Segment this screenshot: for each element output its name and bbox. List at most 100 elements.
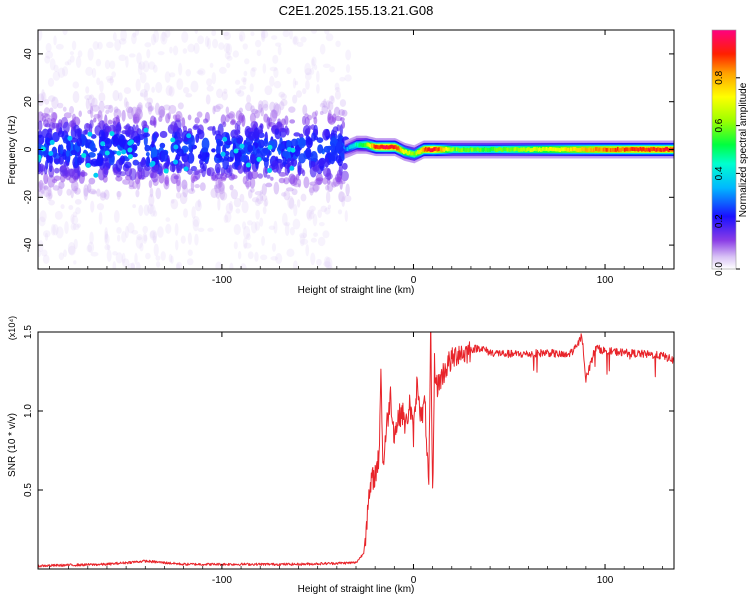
spectral-cell — [265, 182, 273, 188]
spectral-cell — [182, 48, 188, 54]
spectral-cell — [142, 60, 150, 73]
spectral-cell — [237, 251, 242, 260]
ridge-segment — [553, 147, 556, 152]
spectral-cell — [242, 77, 247, 86]
ridge-segment — [458, 148, 460, 153]
spectral-cell — [334, 87, 341, 92]
ridge-segment — [378, 145, 381, 150]
spectral-cell — [262, 206, 267, 215]
ridge-segment — [411, 151, 413, 156]
spectral-cell — [322, 230, 330, 239]
ridge-segment — [345, 147, 348, 151]
spectral-peak — [256, 156, 262, 162]
spectral-cell — [274, 128, 280, 135]
ridge-segment — [660, 148, 663, 153]
spectral-cell — [259, 189, 264, 202]
ridge-segment — [582, 147, 585, 152]
ridge-segment — [606, 147, 609, 152]
ridge-segment — [419, 149, 421, 154]
spectral-cell — [216, 88, 224, 99]
spectral-cell — [121, 258, 130, 268]
spectral-cell — [319, 110, 324, 116]
spectral-cell — [45, 189, 53, 201]
spectral-cell — [134, 252, 138, 265]
spectrogram-noise-cells — [38, 30, 352, 269]
ridge-segment — [654, 147, 657, 152]
spectral-cell — [45, 42, 52, 53]
ridge-segment — [472, 147, 474, 152]
ridge-segment — [477, 147, 480, 152]
spectral-cell — [278, 177, 286, 184]
ridge-segment — [530, 148, 533, 152]
spectral-cell — [47, 174, 56, 188]
spectral-cell — [52, 70, 61, 81]
spectral-cell — [89, 102, 93, 115]
y-tick-label: 1.5 — [23, 325, 34, 339]
ridge-segment — [624, 147, 627, 152]
spectral-cell — [248, 189, 253, 199]
spectral-cell — [109, 60, 116, 70]
spectral-cell — [136, 261, 141, 269]
ridge-segment — [516, 147, 519, 152]
spectral-cell — [186, 258, 194, 266]
spectral-cell — [272, 54, 279, 64]
spectral-cell — [218, 42, 225, 50]
spectral-cell — [83, 184, 89, 197]
spectral-cell — [203, 118, 209, 124]
ridge-segment — [366, 142, 368, 147]
ridge-segment — [658, 147, 660, 152]
spectral-peak — [81, 152, 87, 158]
spectral-cell — [128, 185, 135, 190]
spectral-cell — [269, 75, 275, 87]
spectral-cell — [215, 186, 221, 199]
spectral-cell — [74, 153, 78, 166]
spectral-cell — [147, 106, 154, 112]
ridge-segment — [377, 145, 380, 150]
spectral-cell — [218, 66, 227, 74]
ridge-segment — [622, 147, 625, 151]
ridge-segment — [356, 142, 358, 147]
spectral-cell — [41, 92, 47, 102]
spectral-cell — [205, 94, 211, 105]
ridge-segment — [593, 147, 596, 152]
ridge-segment — [498, 147, 501, 151]
ridge-segment — [350, 144, 352, 149]
spectral-cell — [87, 109, 92, 115]
spectral-cell — [42, 254, 50, 265]
spectral-cell — [282, 212, 288, 226]
ridge-segment — [397, 146, 400, 151]
ridge-segment — [451, 147, 454, 152]
spectral-cell — [90, 190, 98, 195]
spectral-cell — [137, 102, 143, 113]
spectral-cell — [138, 61, 146, 70]
ridge-segment — [522, 147, 525, 151]
chart-title: C2E1.2025.155.13.21.G08 — [279, 3, 434, 18]
spectral-cell — [238, 31, 246, 42]
x-tick-label: 100 — [597, 275, 614, 286]
ridge-segment — [566, 147, 568, 152]
spectral-cell — [38, 249, 42, 258]
spectral-cell — [261, 235, 265, 246]
snr-x-axis-label: Height of straight line (km) — [298, 584, 415, 595]
spectral-cell — [73, 185, 78, 194]
spectral-cell — [246, 94, 251, 104]
y-tick-label: 40 — [23, 48, 34, 60]
spectral-cell — [323, 98, 327, 109]
spectral-cell — [52, 224, 59, 236]
spectral-cell — [275, 252, 283, 265]
spectral-cell — [345, 49, 352, 61]
spectral-cell — [234, 122, 239, 131]
ridge-segment — [505, 147, 508, 151]
spectral-cell — [308, 187, 316, 194]
spectral-cell — [230, 119, 236, 125]
ridge-segment — [608, 148, 611, 152]
spectral-cell — [250, 105, 255, 113]
spectral-cell — [91, 104, 100, 112]
spectral-cell — [219, 187, 226, 200]
y-tick-label: 1.0 — [23, 404, 34, 418]
spectrogram-ridge — [344, 135, 674, 164]
spectral-cell — [254, 251, 259, 262]
ridge-segment — [447, 147, 450, 152]
ridge-segment — [450, 148, 452, 152]
spectral-cell — [55, 226, 64, 239]
